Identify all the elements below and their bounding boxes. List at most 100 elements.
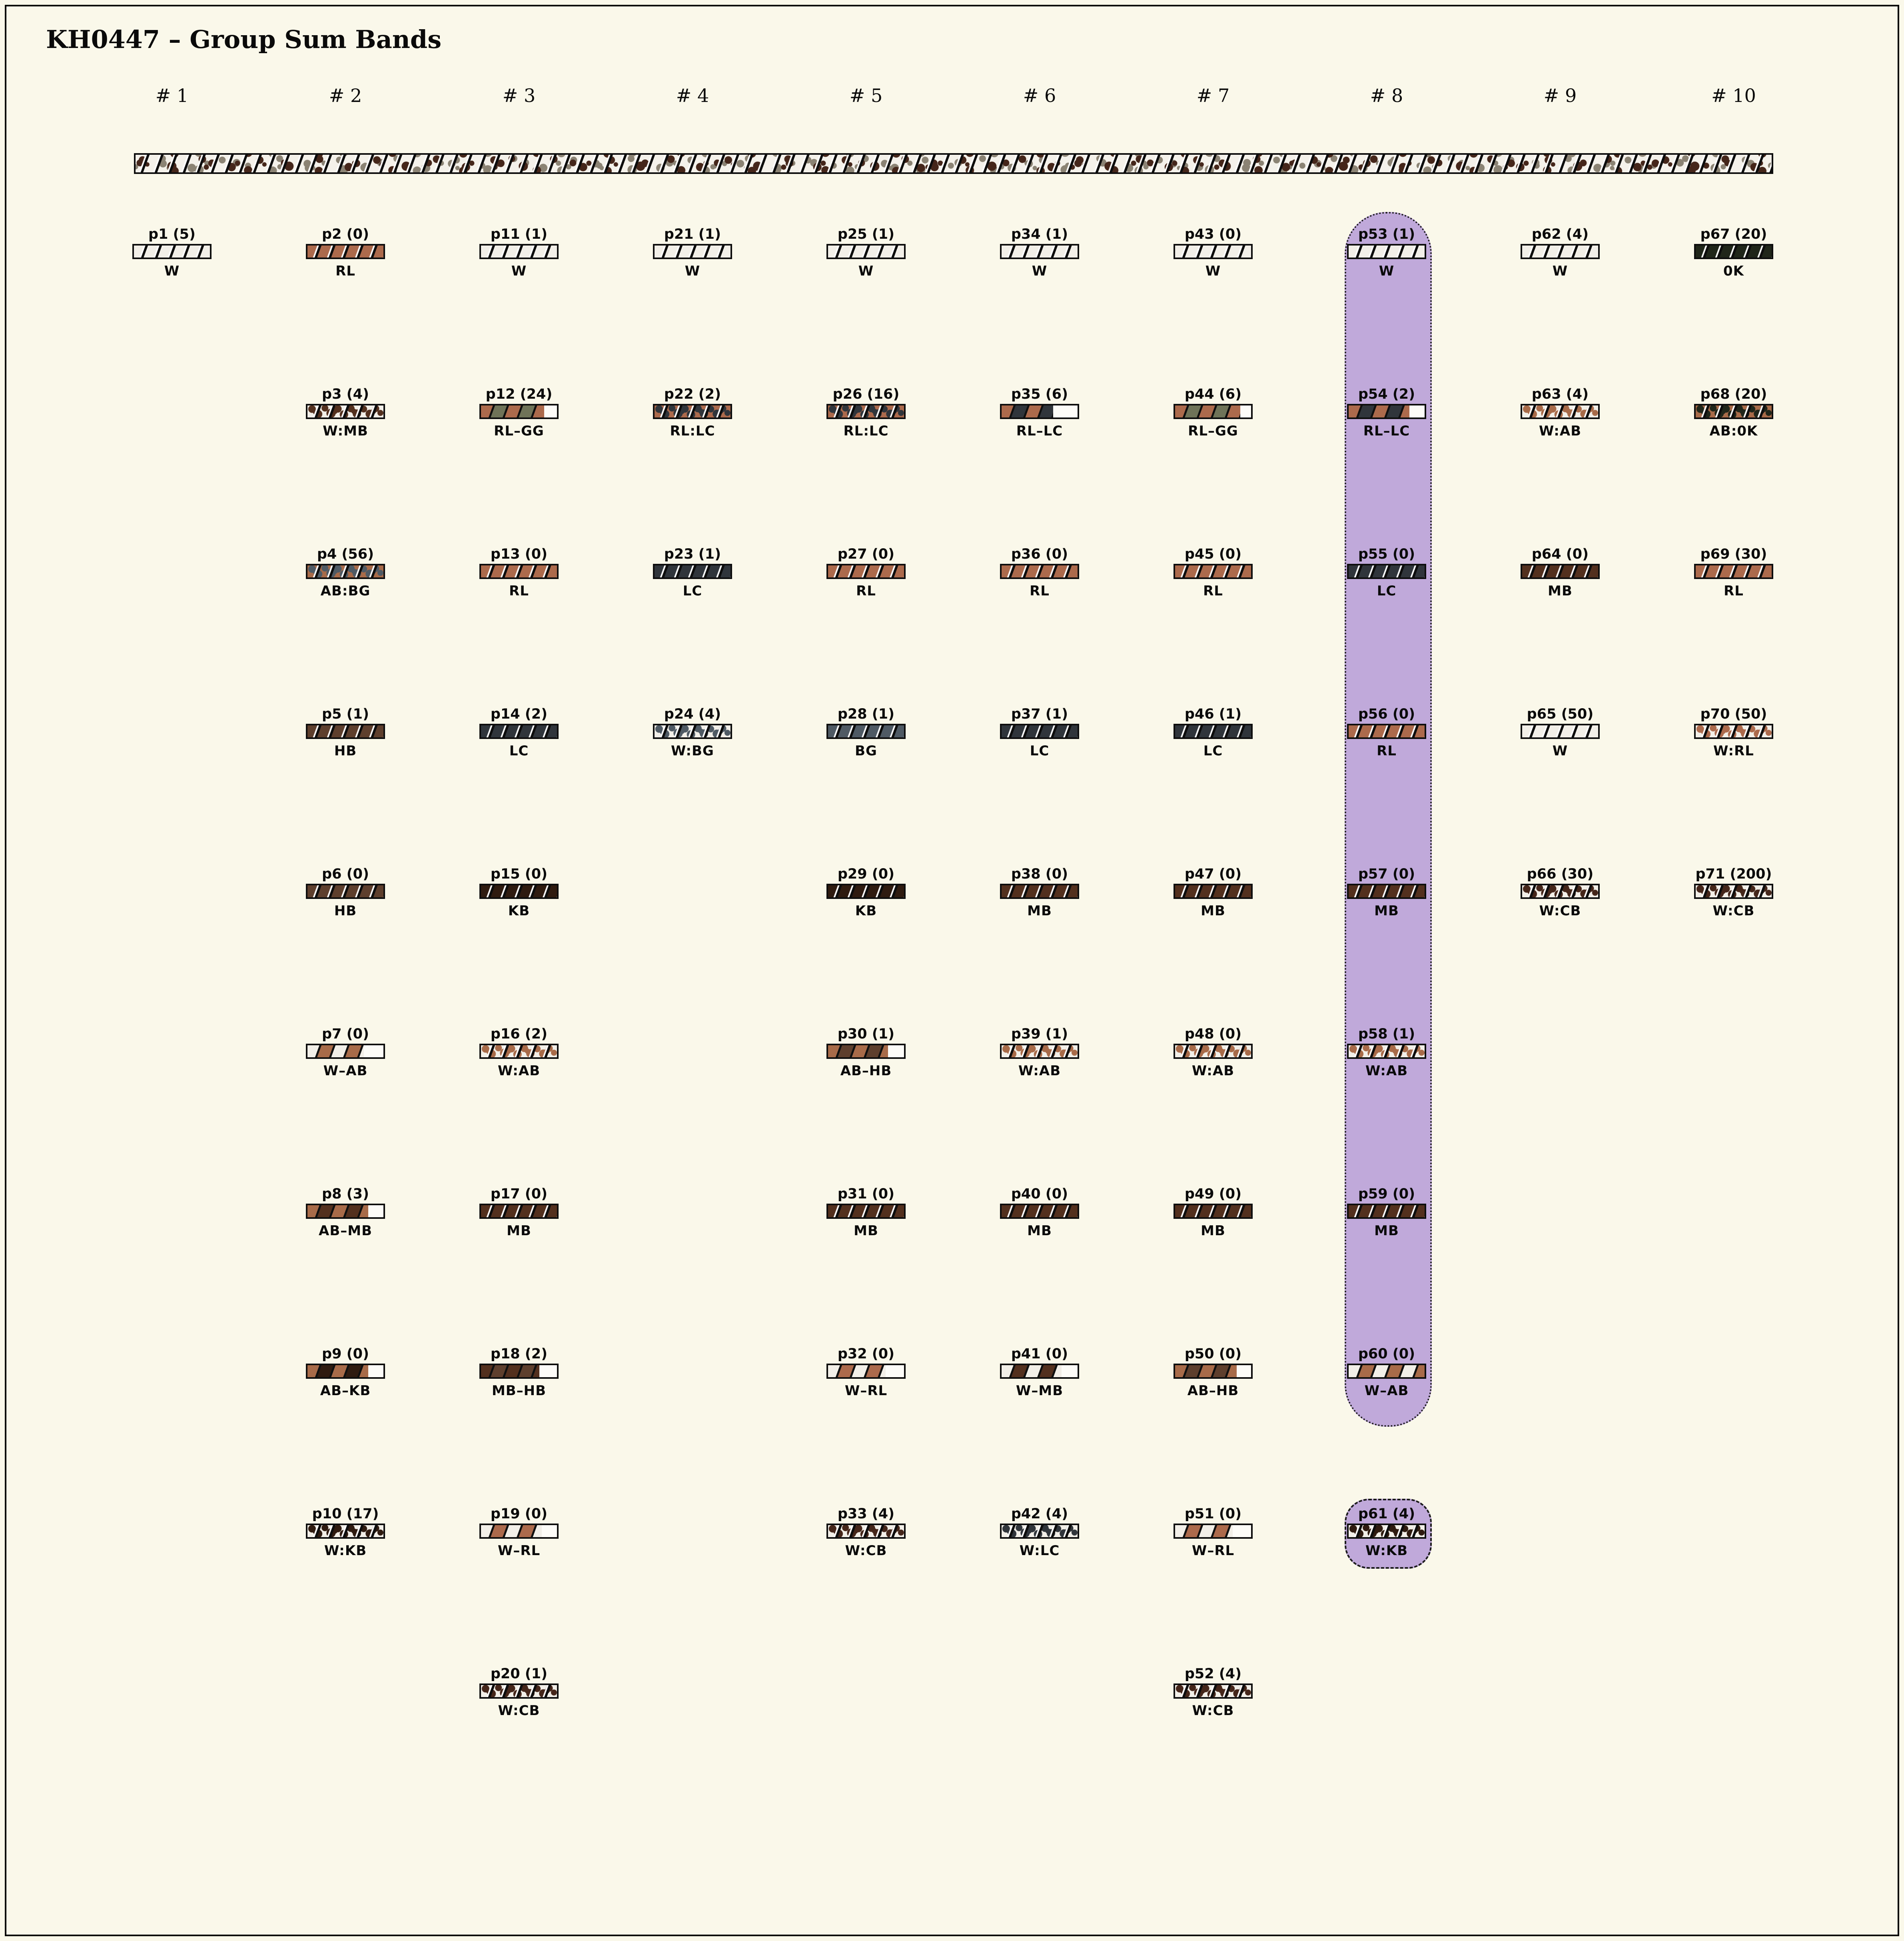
band-swatch[interactable] <box>1174 404 1253 419</box>
band-item-p37[interactable]: p37 (1) LC <box>988 705 1092 759</box>
band-item-p44[interactable]: p44 (6) RL–GG <box>1161 385 1265 439</box>
band-swatch[interactable] <box>306 564 385 579</box>
band-swatch[interactable] <box>1347 1204 1426 1219</box>
band-swatch[interactable] <box>1000 1524 1079 1539</box>
band-item-p16[interactable]: p16 (2) W:AB <box>467 1025 571 1079</box>
band-item-p10[interactable]: p10 (17) W:KB <box>293 1505 397 1559</box>
band-swatch[interactable] <box>1347 404 1426 419</box>
band-swatch[interactable] <box>1000 1044 1079 1059</box>
band-item-p36[interactable]: p36 (0) RL <box>988 545 1092 599</box>
band-swatch[interactable] <box>479 1044 559 1059</box>
band-item-p25[interactable]: p25 (1) W <box>814 226 918 279</box>
band-item-p3[interactable]: p3 (4) W:MB <box>293 385 397 439</box>
band-swatch[interactable] <box>1174 564 1253 579</box>
band-item-p11[interactable]: p11 (1) W <box>467 226 571 279</box>
band-item-p34[interactable]: p34 (1) W <box>988 226 1092 279</box>
band-swatch[interactable] <box>306 1044 385 1059</box>
band-swatch[interactable] <box>479 564 559 579</box>
band-swatch[interactable] <box>1521 564 1600 579</box>
band-item-p4[interactable]: p4 (56) AB:BG <box>293 545 397 599</box>
band-item-p9[interactable]: p9 (0) AB–KB <box>293 1345 397 1399</box>
band-swatch[interactable] <box>1521 724 1600 739</box>
band-item-p48[interactable]: p48 (0) W:AB <box>1161 1025 1265 1079</box>
band-swatch[interactable] <box>826 1364 906 1379</box>
band-swatch[interactable] <box>479 244 559 259</box>
band-swatch[interactable] <box>1694 404 1773 419</box>
band-swatch[interactable] <box>1174 884 1253 899</box>
band-item-p59[interactable]: p59 (0) MB <box>1335 1185 1439 1239</box>
band-item-p69[interactable]: p69 (30) RL <box>1682 545 1786 599</box>
band-swatch[interactable] <box>1174 244 1253 259</box>
band-swatch[interactable] <box>306 1524 385 1539</box>
band-item-p51[interactable]: p51 (0) W–RL <box>1161 1505 1265 1559</box>
band-item-p53[interactable]: p53 (1) W <box>1335 226 1439 279</box>
band-item-p47[interactable]: p47 (0) MB <box>1161 865 1265 919</box>
band-item-p64[interactable]: p64 (0) MB <box>1508 545 1612 599</box>
band-item-p42[interactable]: p42 (4) W:LC <box>988 1505 1092 1559</box>
band-swatch[interactable] <box>1000 1204 1079 1219</box>
band-item-p58[interactable]: p58 (1) W:AB <box>1335 1025 1439 1079</box>
band-swatch[interactable] <box>479 404 559 419</box>
band-swatch[interactable] <box>826 884 906 899</box>
band-swatch[interactable] <box>1347 564 1426 579</box>
band-item-p20[interactable]: p20 (1) W:CB <box>467 1665 571 1719</box>
band-swatch[interactable] <box>1521 404 1600 419</box>
band-item-p65[interactable]: p65 (50) W <box>1508 705 1612 759</box>
band-item-p68[interactable]: p68 (20) AB:0K <box>1682 385 1786 439</box>
band-swatch[interactable] <box>653 724 732 739</box>
band-swatch[interactable] <box>479 1683 559 1699</box>
band-swatch[interactable] <box>306 724 385 739</box>
band-item-p46[interactable]: p46 (1) LC <box>1161 705 1265 759</box>
band-swatch[interactable] <box>306 244 385 259</box>
band-item-p60[interactable]: p60 (0) W–AB <box>1335 1345 1439 1399</box>
band-item-p33[interactable]: p33 (4) W:CB <box>814 1505 918 1559</box>
band-swatch[interactable] <box>1000 724 1079 739</box>
band-swatch[interactable] <box>1347 724 1426 739</box>
band-swatch[interactable] <box>306 404 385 419</box>
band-swatch[interactable] <box>1000 884 1079 899</box>
band-swatch[interactable] <box>1347 1044 1426 1059</box>
band-item-p63[interactable]: p63 (4) W:AB <box>1508 385 1612 439</box>
band-item-p30[interactable]: p30 (1) AB–HB <box>814 1025 918 1079</box>
band-swatch[interactable] <box>1000 564 1079 579</box>
band-swatch[interactable] <box>1521 884 1600 899</box>
band-swatch[interactable] <box>826 1204 906 1219</box>
band-swatch[interactable] <box>479 1524 559 1539</box>
band-item-p56[interactable]: p56 (0) RL <box>1335 705 1439 759</box>
band-item-p12[interactable]: p12 (24) RL–GG <box>467 385 571 439</box>
band-item-p45[interactable]: p45 (0) RL <box>1161 545 1265 599</box>
band-swatch[interactable] <box>1347 1524 1426 1539</box>
band-item-p26[interactable]: p26 (16) RL:LC <box>814 385 918 439</box>
band-item-p35[interactable]: p35 (6) RL–LC <box>988 385 1092 439</box>
band-item-p50[interactable]: p50 (0) AB–HB <box>1161 1345 1265 1399</box>
band-item-p7[interactable]: p7 (0) W–AB <box>293 1025 397 1079</box>
band-item-p40[interactable]: p40 (0) MB <box>988 1185 1092 1239</box>
band-swatch[interactable] <box>1694 884 1773 899</box>
band-swatch[interactable] <box>479 1204 559 1219</box>
band-swatch[interactable] <box>479 1364 559 1379</box>
band-item-p71[interactable]: p71 (200) W:CB <box>1682 865 1786 919</box>
band-swatch[interactable] <box>1000 244 1079 259</box>
band-swatch[interactable] <box>1174 1524 1253 1539</box>
band-swatch[interactable] <box>653 564 732 579</box>
band-swatch[interactable] <box>1694 244 1773 259</box>
band-swatch[interactable] <box>479 884 559 899</box>
band-swatch[interactable] <box>653 404 732 419</box>
band-item-p22[interactable]: p22 (2) RL:LC <box>641 385 744 439</box>
band-item-p70[interactable]: p70 (50) W:RL <box>1682 705 1786 759</box>
band-item-p55[interactable]: p55 (0) LC <box>1335 545 1439 599</box>
band-swatch[interactable] <box>1347 1364 1426 1379</box>
band-item-p31[interactable]: p31 (0) MB <box>814 1185 918 1239</box>
band-swatch[interactable] <box>826 244 906 259</box>
band-swatch[interactable] <box>1347 884 1426 899</box>
band-item-p6[interactable]: p6 (0) HB <box>293 865 397 919</box>
band-swatch[interactable] <box>653 244 732 259</box>
band-swatch[interactable] <box>1174 1044 1253 1059</box>
band-item-p67[interactable]: p67 (20) 0K <box>1682 226 1786 279</box>
band-swatch[interactable] <box>1347 244 1426 259</box>
band-item-p17[interactable]: p17 (0) MB <box>467 1185 571 1239</box>
band-swatch[interactable] <box>826 724 906 739</box>
band-swatch[interactable] <box>826 1524 906 1539</box>
band-item-p61[interactable]: p61 (4) W:KB <box>1335 1505 1439 1559</box>
band-swatch[interactable] <box>826 1044 906 1059</box>
